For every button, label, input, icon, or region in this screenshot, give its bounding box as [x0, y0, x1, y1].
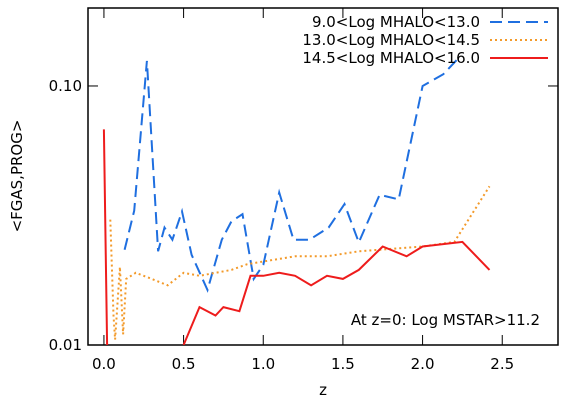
legend-label: 14.5<Log MHALO<16.0	[302, 49, 480, 67]
x-tick-label: 1.0	[251, 355, 275, 373]
x-axis-label: z	[319, 381, 327, 399]
legend-label: 13.0<Log MHALO<14.5	[302, 31, 480, 49]
y-tick-label: 0.01	[49, 336, 82, 354]
series-line	[123, 58, 459, 293]
x-tick-label: 0.5	[172, 355, 196, 373]
x-tick-label: 0.0	[92, 355, 116, 373]
legend-label: 9.0<Log MHALO<13.0	[312, 13, 480, 31]
series-line	[102, 129, 491, 345]
plot-frame	[87, 7, 559, 346]
series-line	[109, 185, 491, 340]
y-tick-label: 0.10	[49, 77, 82, 95]
x-tick-label: 1.5	[331, 355, 355, 373]
x-tick-label: 2.0	[411, 355, 435, 373]
x-tick-label: 2.5	[490, 355, 514, 373]
y-axis-label: <FGAS,PROG>	[8, 120, 26, 233]
annotation: At z=0: Log MSTAR>11.2	[351, 311, 540, 329]
